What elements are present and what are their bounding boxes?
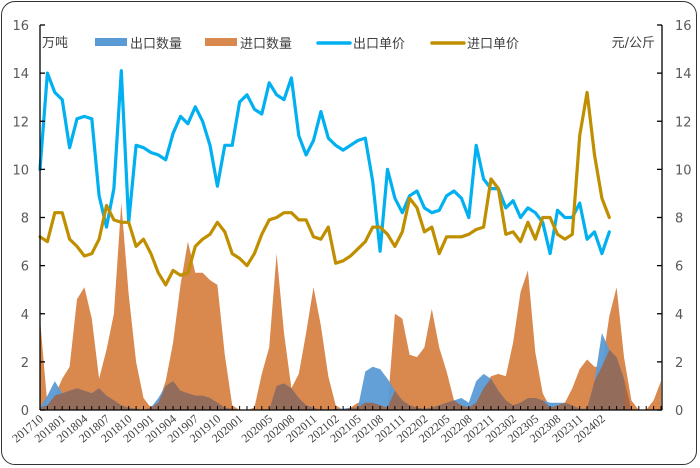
legend: 出口数量 进口数量 出口单价 进口单价 [95, 37, 519, 52]
right-tick-label: 0 [675, 404, 683, 419]
left-tick-label: 4 [21, 308, 29, 323]
right-tick-label: 16 [675, 19, 692, 34]
left-tick-label: 16 [12, 19, 29, 34]
line-series-layer [38, 69, 611, 287]
left-tick-label: 12 [12, 115, 29, 130]
left-axis-unit: 万吨 [42, 36, 68, 51]
right-axis-unit: 元/公斤 [612, 36, 655, 51]
right-tick-label: 10 [675, 163, 692, 178]
legend-label: 进口数量 [240, 37, 292, 52]
left-tick-label: 8 [21, 212, 29, 227]
legend-swatch-icon [95, 38, 127, 46]
legend-label: 出口单价 [353, 37, 405, 52]
import-price-line [38, 90, 611, 287]
right-tick-label: 12 [675, 115, 692, 130]
right-tick-label: 4 [675, 308, 683, 323]
legend-item: 进口数量 [205, 37, 292, 52]
axes-layer: 0 2 4 6 8 10 12 14 16 0 2 4 6 8 10 12 14 16 万吨 元/公斤 [12, 19, 691, 419]
legend-item: 进口单价 [430, 37, 519, 52]
legend-item: 出口数量 [95, 37, 182, 52]
left-tick-label: 10 [12, 163, 29, 178]
import-volume-area [40, 203, 661, 410]
right-tick-label: 6 [675, 260, 683, 275]
legend-swatch-icon [205, 38, 237, 46]
left-tick-label: 2 [21, 356, 29, 371]
right-tick-label: 14 [675, 67, 692, 82]
right-tick-label: 8 [675, 212, 683, 227]
legend-label: 出口数量 [130, 37, 182, 52]
export-price-line [38, 69, 611, 256]
export-volume-area [40, 333, 625, 410]
legend-item: 出口单价 [316, 37, 405, 52]
left-tick-label: 6 [21, 260, 29, 275]
left-tick-label: 0 [21, 404, 29, 419]
area-series-layer [40, 203, 661, 410]
left-tick-label: 14 [12, 67, 29, 82]
legend-label: 进口单价 [467, 37, 519, 52]
x-axis-labels: 2017102018012018042018072018102019012019… [9, 412, 607, 446]
overlap-area [40, 349, 661, 410]
right-tick-label: 2 [675, 356, 683, 371]
